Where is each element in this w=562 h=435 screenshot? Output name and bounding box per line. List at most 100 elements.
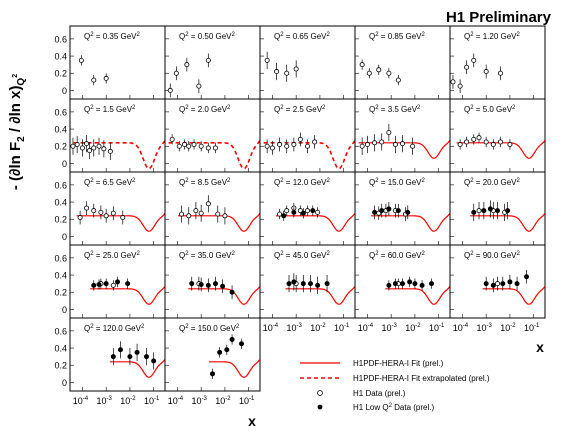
y-axis-label-mid: / ∂ln x) xyxy=(7,86,24,137)
svg-text:- (∂ln F2 / ∂ln x)Q2: - (∂ln F2 / ∂ln x)Q2 xyxy=(7,74,27,190)
low-q2-data-point xyxy=(399,281,405,287)
h1-data-point xyxy=(179,211,185,217)
h1-data-point xyxy=(364,142,370,148)
low-q2-data-point xyxy=(490,282,496,288)
low-q2-data-point xyxy=(412,281,418,287)
q2-label: Q2 = 1.5 GeV2 xyxy=(84,105,136,114)
h1-data-point xyxy=(457,142,463,148)
q2-label: Q2 = 25.0 GeV2 xyxy=(84,251,141,260)
panel-7: Q2 = 2.5 GeV2 xyxy=(259,98,356,173)
y-tick-label: 0.2 xyxy=(54,142,67,152)
panel-11: Q2 = 8.5 GeV2 xyxy=(164,171,261,246)
h1-data-point xyxy=(386,129,392,135)
low-q2-data-point xyxy=(315,282,321,288)
h1-data-point xyxy=(120,215,126,221)
q2-label: Q2 = 45.0 GeV2 xyxy=(274,251,331,260)
low-q2-data-point xyxy=(429,281,435,287)
q2-label: Q2 = 15.0 GeV2 xyxy=(369,178,426,187)
panel-8: Q2 = 3.5 GeV2 xyxy=(354,98,451,173)
panel-2: Q2 = 0.65 GeV2 xyxy=(259,25,356,100)
x-tick-label: 10-2 xyxy=(310,323,326,333)
h1-data-point xyxy=(494,281,500,287)
fit-curve xyxy=(482,286,546,305)
low-q2-data-point xyxy=(144,354,150,360)
low-q2-data-point xyxy=(407,279,413,285)
q2-label: Q2 = 2.5 GeV2 xyxy=(274,105,326,114)
low-q2-data-point xyxy=(212,281,218,287)
low-q2-data-point xyxy=(220,283,226,289)
q2-label: Q2 = 0.85 GeV2 xyxy=(369,32,426,41)
y-tick-label: 0.6 xyxy=(54,180,67,190)
h1-data-point xyxy=(277,142,283,148)
low-q2-data-point xyxy=(324,281,330,287)
panel-16: Q2 = 35.0 GeV2 xyxy=(164,244,261,319)
q2-label: Q2 = 20.0 GeV2 xyxy=(464,178,521,187)
x-tick-label: 10-1 xyxy=(334,323,350,333)
q2-label: Q2 = 8.5 GeV2 xyxy=(179,178,231,187)
h1-data-point xyxy=(264,57,270,63)
low-q2-data-point xyxy=(217,349,223,355)
y-tick-label: 0.6 xyxy=(54,326,67,336)
x-tick-label: 10-3 xyxy=(96,396,112,406)
h1-data-point xyxy=(359,62,365,68)
x-tick-label: 10-2 xyxy=(120,396,136,406)
x-tick-label: 10-2 xyxy=(500,323,516,333)
panel-15: 0 0.2 0.4 0.6 Q2 = 25.0 GeV2 xyxy=(54,244,166,319)
h1-data-point xyxy=(173,70,179,76)
q2-label: Q2 = 0.65 GeV2 xyxy=(274,32,331,41)
h1-data-point xyxy=(205,145,211,151)
panel-10: 0 0.2 0.4 0.6 Q2 = 6.5 GeV2 xyxy=(54,171,166,246)
panel-frame xyxy=(449,244,546,319)
low-q2-data-point xyxy=(91,282,97,288)
h1-data-point xyxy=(450,79,456,85)
legend-h1-data-label: H1 Data (prel.) xyxy=(353,389,406,398)
y-tick-label: 0.2 xyxy=(54,69,67,79)
h1-data-point xyxy=(284,143,290,149)
low-q2-data-point xyxy=(291,279,297,285)
h1-data-point xyxy=(103,213,109,219)
low-q2-data-point xyxy=(151,358,157,364)
y-axis-label-sub2: Q xyxy=(16,78,27,86)
low-q2-data-point xyxy=(189,281,195,287)
h1-data-point xyxy=(91,145,97,151)
h1-data-point xyxy=(196,83,202,89)
h1-data-point xyxy=(277,211,283,217)
low-q2-data-point xyxy=(494,208,500,214)
h1-data-point xyxy=(74,142,80,148)
h1-data-point xyxy=(497,139,503,145)
h1-data-point xyxy=(284,208,290,214)
h1-data-point xyxy=(110,282,116,288)
h1-data-point xyxy=(410,143,416,149)
h1-data-point xyxy=(291,142,297,148)
low-q2-data-point xyxy=(481,208,487,214)
fit-curve xyxy=(76,213,166,232)
low-q2-data-point xyxy=(291,209,297,215)
low-q2-data-point xyxy=(115,279,121,285)
h1-data-point xyxy=(87,148,93,154)
h1-data-point xyxy=(392,142,398,148)
fit-curve xyxy=(371,213,451,232)
q2-label: Q2 = 1.20 GeV2 xyxy=(464,32,521,41)
x-tick-label: 10-1 xyxy=(524,323,540,333)
h1-data-point xyxy=(464,139,470,145)
y-tick-label: 0.4 xyxy=(54,344,67,354)
y-tick-label: 0.4 xyxy=(54,271,67,281)
h1-data-point xyxy=(366,70,372,76)
x-axis-label-bottom: x xyxy=(248,413,256,429)
low-q2-data-point xyxy=(229,336,235,342)
h1-data-point xyxy=(264,143,270,149)
h1-data-point xyxy=(96,143,102,149)
low-q2-data-point xyxy=(419,282,425,288)
fit-curve xyxy=(90,286,166,305)
h1-data-point xyxy=(103,75,109,81)
low-q2-data-point xyxy=(300,281,306,287)
panel-20: 0 0.2 0.4 0.6 10-4 10-3 10-2 10-1 Q2 = 120.0 GeV… xyxy=(54,317,166,406)
y-tick-label: 0.6 xyxy=(54,34,67,44)
x-tick-label: 10-1 xyxy=(144,396,160,406)
fit-curve xyxy=(385,286,451,305)
y-tick-label: 0.4 xyxy=(54,125,67,135)
h1-data-point xyxy=(471,57,477,63)
low-q2-data-point xyxy=(500,281,506,287)
low-q2-data-point xyxy=(286,281,292,287)
x-tick-label: 10-3 xyxy=(476,323,492,333)
